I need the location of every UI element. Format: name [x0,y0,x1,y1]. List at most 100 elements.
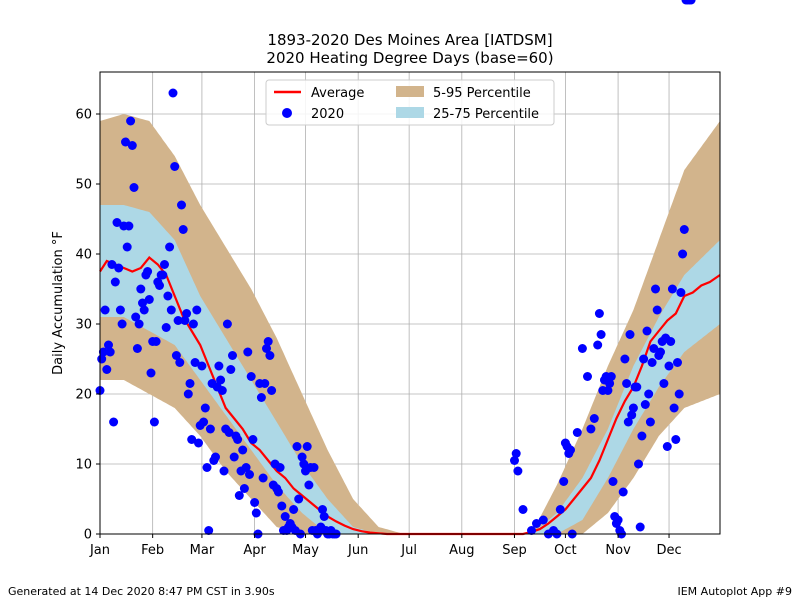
obs-2020-point [183,389,193,399]
obs-2020-point [129,183,139,192]
obs-2020-point [297,452,307,462]
obs-2020-point [260,379,270,388]
obs-2020-point [262,344,271,353]
plot-area: 0 10 20 30 40 50 60 Jan Feb Mar Apr May Jun Jul Aug Sep… [75,0,721,558]
obs-2020-point [185,379,195,388]
chart-subtitle: 2020 Heating Degree Days (base=60) [266,49,553,67]
obs-2020-point [139,305,149,315]
obs-2020-point [177,200,186,210]
obs-2020-point [160,260,169,269]
obs-2020-point [194,438,203,448]
obs-2020-point [566,445,575,455]
obs-2020-point [651,284,660,294]
x-tick-label: Apr [243,543,266,558]
obs-2020-point [126,116,136,126]
obs-2020-point [620,354,630,364]
obs-2020-point [679,225,689,234]
obs-2020-point [165,242,175,252]
obs-2020-point [618,487,628,497]
obs-2020-point [182,309,192,318]
legend-swatch-patch [396,86,424,97]
obs-2020-point [289,505,299,514]
band-25-75 [100,205,720,534]
obs-2020-point [170,162,180,171]
obs-2020-point [273,487,283,497]
obs-2020-point [246,372,256,381]
obs-2020-point [229,452,239,462]
legend-swatch-marker [282,108,292,118]
obs-2020-point [168,88,178,98]
obs-2020-point [143,267,153,276]
obs-2020-point [211,452,220,462]
obs-2020-point [642,326,652,336]
obs-2020-point [131,312,141,322]
x-tick-label: Feb [141,543,164,558]
obs-2020-point [267,386,277,395]
obs-2020-point [112,218,122,227]
obs-2020-point [625,330,635,339]
obs-2020-point [188,319,198,329]
obs-2020-point [238,445,248,455]
obs-2020-point [667,284,677,294]
obs-2020-point [319,512,329,521]
y-tick-label: 0 [84,528,92,543]
obs-2020-point [664,361,674,371]
obs-2020-point [187,435,197,444]
legend-label: 25-75 Percentile [433,107,539,122]
obs-2020-point [146,368,156,378]
y-tick-label: 30 [75,318,92,333]
legend-swatch-patch [396,107,424,118]
obs-2020-point [634,459,643,469]
obs-2020-point [594,309,604,318]
x-tick-label: Aug [449,543,474,558]
obs-2020-point [144,295,154,304]
obs-2020-point [114,263,124,273]
obs-2020-point [155,281,164,290]
obs-2020-point [263,337,273,346]
obs-2020-point [555,505,565,514]
obs-2020-point [280,512,290,521]
obs-2020-point [248,435,258,444]
obs-2020-point [277,501,287,511]
obs-2020-point [510,456,519,465]
obs-2020-point [596,330,606,339]
obs-2020-point [217,386,227,395]
obs-2020-point [527,526,536,535]
obs-2020-point [122,242,132,252]
obs-2020-point [197,361,207,371]
obs-2020-point [265,351,275,360]
x-tick-label: Dec [656,543,681,558]
obs-2020-point [640,400,650,409]
obs-2020-point [632,382,642,392]
y-tick-label: 60 [75,108,92,123]
obs-2020-point [644,389,654,399]
y-axis-label: Daily Accumulation °F [51,231,66,375]
obs-2020-point [204,526,214,535]
obs-2020-point [243,347,253,357]
obs-2020-point [234,491,244,500]
obs-2020-point [593,340,603,350]
obs-2020-point [652,305,662,315]
obs-2020-point [105,347,115,357]
obs-2020-point [104,340,113,350]
obs-2020-point [608,477,618,486]
obs-2020-point [309,463,319,472]
y-tick-label: 40 [75,248,92,263]
obs-2020-point [190,358,200,367]
obs-2020-point [228,351,237,360]
x-tick-label: Oct [554,543,576,558]
obs-2020-point [532,519,541,528]
obs-2020-point [258,473,268,483]
x-tick-label: Jan [89,543,110,558]
obs-2020-point [275,463,285,472]
obs-2020-point [216,375,226,385]
obs-2020-point [662,442,672,451]
obs-2020-point [294,494,304,504]
obs-2020-point [138,298,147,308]
x-tick-label: Jul [400,543,417,558]
obs-2020-point [151,337,161,346]
obs-2020-point [245,470,254,479]
obs-2020-point [102,365,112,374]
obs-2020-point [136,284,146,294]
